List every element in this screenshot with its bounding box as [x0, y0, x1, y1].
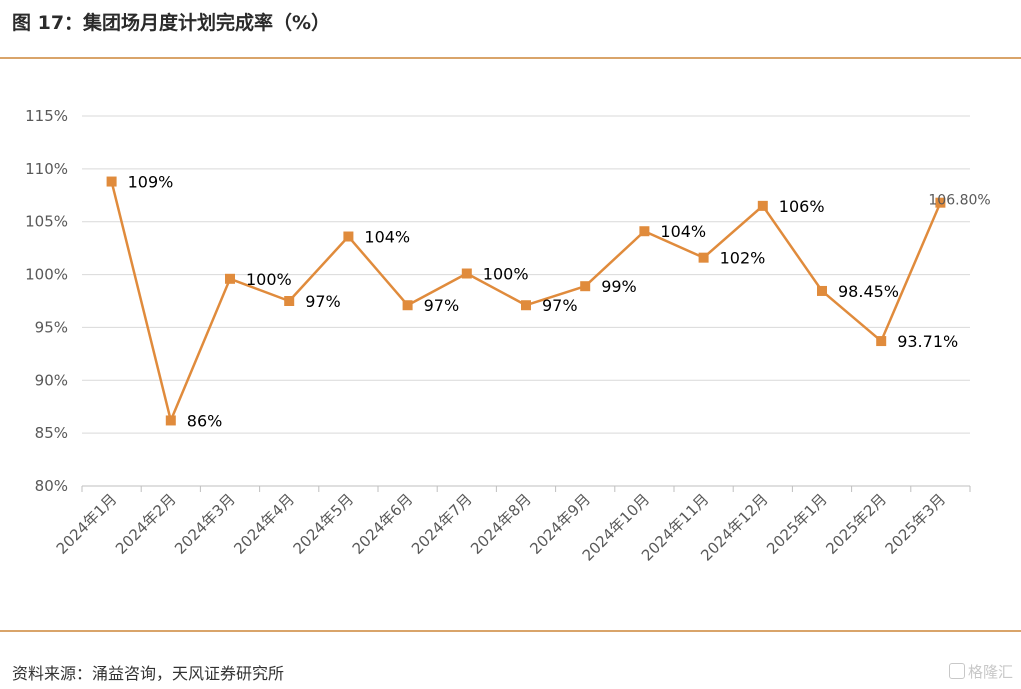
- x-tick-label: 2024年4月: [230, 490, 298, 558]
- data-point-marker: [284, 296, 295, 306]
- watermark-logo-icon: [948, 663, 965, 679]
- x-tick-label: 2024年1月: [53, 490, 121, 558]
- x-tick-label: 2024年5月: [290, 490, 358, 558]
- data-point-marker: [639, 226, 650, 237]
- page-title: 图 17：集团场月度计划完成率（%）: [12, 12, 331, 34]
- series-line: [106, 176, 946, 426]
- data-label: 93.71%: [897, 332, 958, 351]
- source-note: 资料来源：涌益咨询，天风证券研究所: [12, 664, 285, 683]
- data-label: 100%: [483, 265, 529, 284]
- y-tick-label: 115%: [25, 107, 68, 125]
- data-point-marker: [106, 176, 117, 187]
- data-label: 86%: [187, 411, 223, 430]
- x-tick-label: 2024年2月: [112, 490, 180, 558]
- x-tick-label: 2025年2月: [822, 490, 890, 558]
- data-label: 104%: [364, 228, 410, 247]
- data-point-marker: [225, 273, 235, 284]
- y-tick-label: 80%: [35, 477, 68, 495]
- y-tick-label: 105%: [25, 213, 68, 231]
- data-label: 109%: [128, 173, 174, 192]
- data-point-marker: [876, 336, 887, 347]
- data-label: 98.45%: [838, 282, 899, 301]
- watermark: 格隆汇: [948, 661, 1013, 682]
- data-labels: 109% 86% 100% 97% 104% 97% 100% 97% 99% 104% 102% 1…: [128, 173, 991, 431]
- bottom-divider: [0, 630, 1021, 632]
- y-tick-label: 100%: [25, 266, 68, 284]
- data-point-marker: [580, 281, 591, 292]
- data-point-marker: [698, 252, 709, 263]
- data-label: 97%: [305, 292, 341, 311]
- y-tick-label: 90%: [35, 371, 68, 389]
- data-point-marker: [461, 268, 472, 279]
- y-tick-label: 95%: [35, 318, 68, 336]
- data-label: 97%: [542, 296, 578, 315]
- data-label: 99%: [601, 277, 637, 296]
- data-label: 102%: [720, 249, 766, 268]
- data-label: 97%: [424, 296, 460, 315]
- y-axis: 80% 85% 90% 95% 100% 105% 110% 115%: [25, 107, 68, 495]
- x-tick-label: 2024年7月: [408, 490, 476, 558]
- x-axis: 2024年1月2024年2月2024年3月2024年4月2024年5月2024年…: [53, 486, 971, 565]
- x-tick-label: 2024年8月: [467, 490, 535, 558]
- data-point-marker: [521, 300, 531, 311]
- y-tick-label: 110%: [25, 160, 68, 178]
- data-point-marker: [817, 285, 827, 296]
- data-label: 104%: [660, 222, 706, 241]
- watermark-text: 格隆汇: [967, 663, 1013, 681]
- data-point-marker: [165, 415, 176, 426]
- data-point-marker: [935, 197, 946, 208]
- data-label: 106.80%: [928, 193, 990, 209]
- y-tick-label: 85%: [35, 424, 68, 442]
- data-point-marker: [757, 200, 768, 211]
- top-divider: [0, 57, 1021, 59]
- data-label: 100%: [246, 270, 292, 289]
- data-point-marker: [343, 231, 354, 242]
- data-label: 106%: [779, 197, 825, 216]
- x-tick-label: 2024年6月: [349, 490, 417, 558]
- x-tick-label: 2025年1月: [763, 490, 831, 558]
- x-tick-label: 2025年3月: [882, 490, 950, 558]
- data-point-marker: [402, 300, 413, 311]
- x-tick-label: 2024年3月: [171, 490, 239, 558]
